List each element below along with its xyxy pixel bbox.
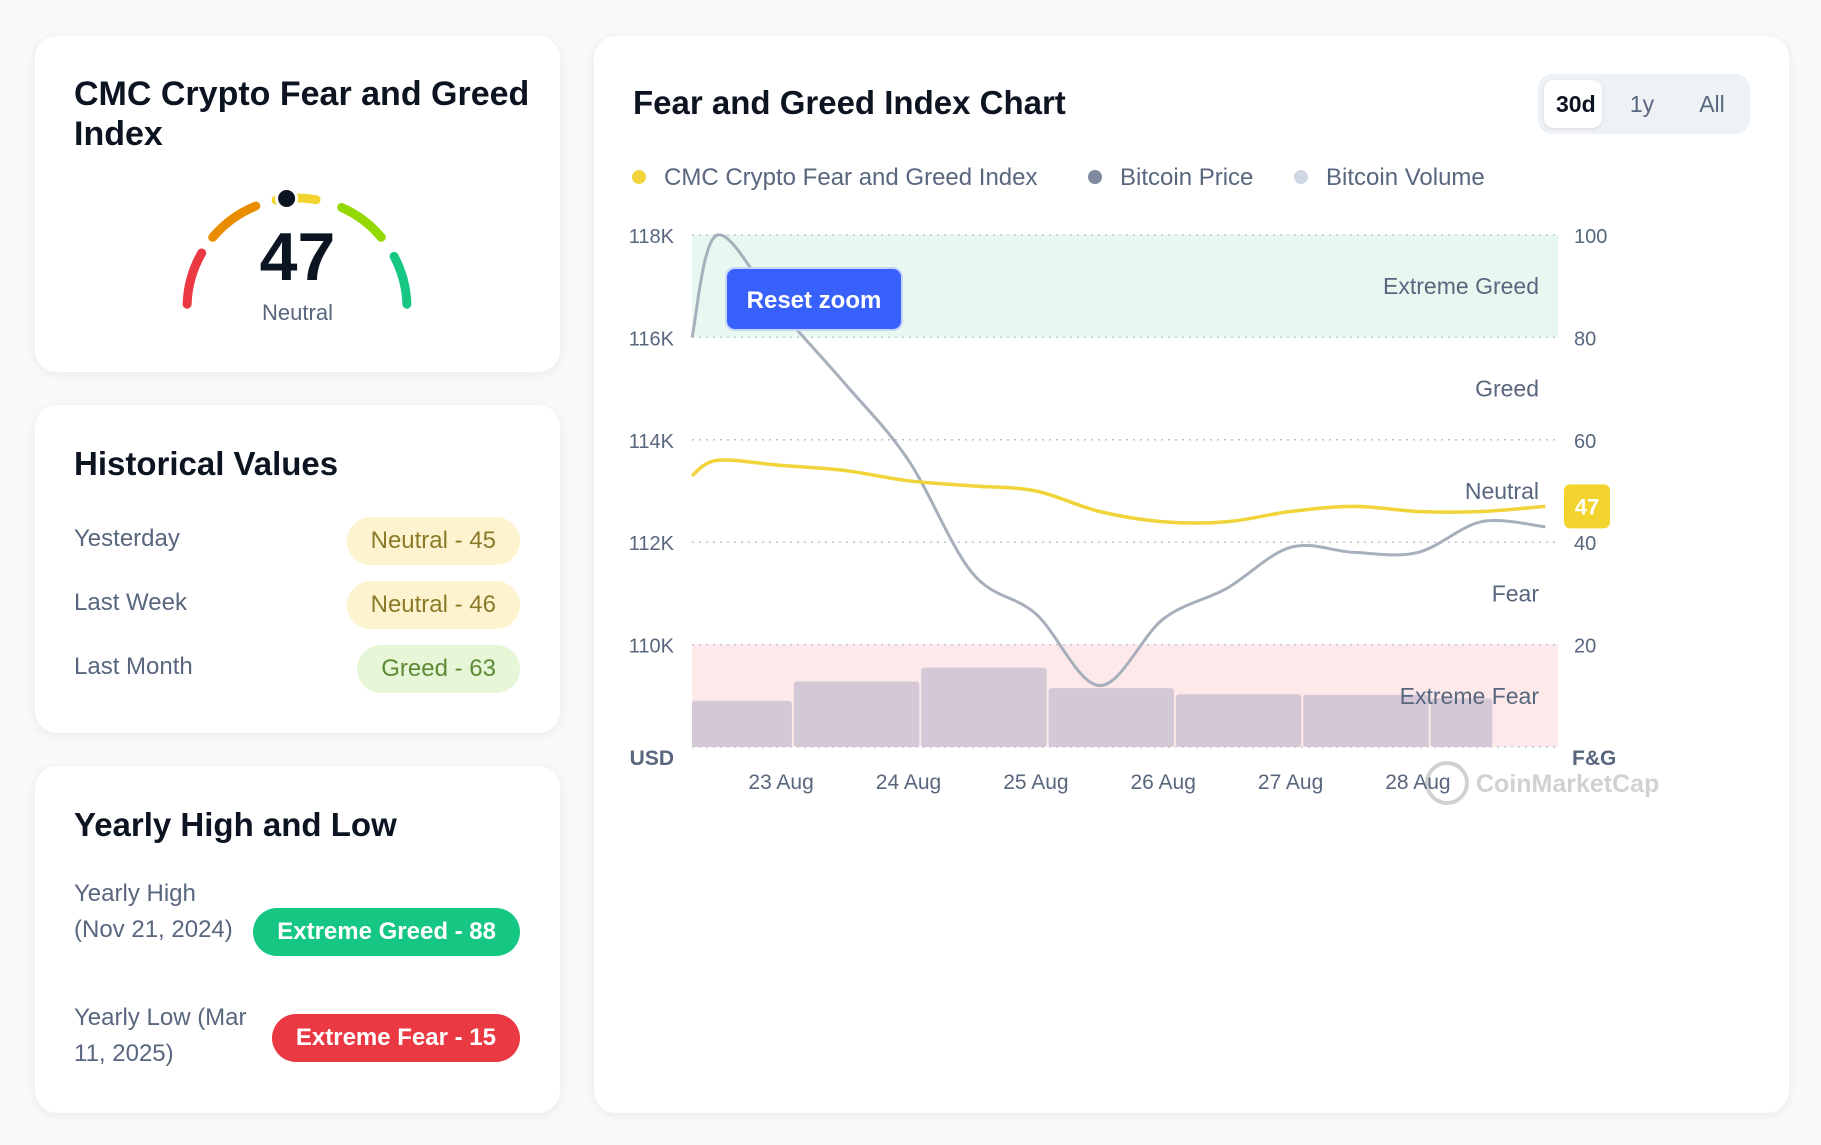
coinmarketcap-watermark: CoinMarketCap	[1425, 761, 1659, 805]
right-axis-tick: 100	[1574, 226, 1607, 248]
fear-greed-chart: Extreme Greed Greed Neutral Fear Extreme Fea…	[629, 226, 1659, 805]
reset-zoom-button[interactable]: Reset zoom	[725, 267, 903, 331]
gauge-segment-4	[337, 203, 386, 242]
range-1y-button[interactable]: 1y	[1629, 91, 1655, 117]
x-axis-tick: 27 Aug	[1258, 771, 1323, 794]
legend-dot-volume	[1294, 169, 1308, 184]
legend-label-index: CMC Crypto Fear and Greed Index	[664, 164, 1038, 191]
right-axis-label: F&G	[1572, 747, 1616, 770]
index-card-title: CMC Crypto Fear and Greed Index	[74, 75, 530, 153]
zone-label-extreme-greed: Extreme Greed	[1383, 273, 1539, 299]
legend-dot-index	[632, 169, 646, 184]
watermark-text: CoinMarketCap	[1476, 770, 1659, 798]
volume-bar	[921, 667, 1047, 747]
legend-label-volume: Bitcoin Volume	[1326, 164, 1485, 191]
right-axis-tick: 60	[1574, 431, 1596, 453]
time-range-selector: 30d 1y All	[1538, 74, 1750, 134]
current-value-badge: 47	[1564, 484, 1610, 529]
volume-bar	[1430, 698, 1493, 747]
historical-values-card: Historical Values Yesterday Neutral - 45…	[35, 405, 560, 733]
zone-label-fear: Fear	[1492, 580, 1540, 606]
reset-zoom-bg	[725, 267, 903, 331]
zone-label-extreme-fear: Extreme Fear	[1400, 683, 1540, 709]
range-all-button[interactable]: All	[1699, 91, 1725, 117]
fear-greed-gauge	[182, 187, 412, 309]
range-30d-button[interactable]: 30d	[1544, 80, 1602, 128]
x-axis-tick: 26 Aug	[1130, 771, 1195, 794]
legend-label-price: Bitcoin Price	[1120, 164, 1254, 191]
left-axis-tick: 114K	[629, 431, 675, 453]
yearly-high-low-card: Yearly High and Low Yearly High (Nov 21,…	[35, 766, 560, 1113]
yearly-high-label: Yearly High (Nov 21, 2024)	[74, 880, 233, 943]
right-axis-tick: 40	[1574, 533, 1596, 555]
volume-bar	[1048, 688, 1174, 747]
hist-badge-last-month: Greed - 63	[357, 645, 520, 693]
gauge-segment-1	[182, 248, 207, 309]
yearly-low-label: Yearly Low (Mar 11, 2025)	[74, 1004, 247, 1067]
zone-label-neutral: Neutral	[1465, 478, 1539, 504]
gauge-segment-5	[389, 251, 412, 309]
current-value-text: 47	[1575, 494, 1599, 519]
x-axis-tick: 28 Aug	[1385, 771, 1450, 794]
fear-greed-chart-card: Fear and Greed Index Chart 30d 1y All CM…	[594, 36, 1789, 1113]
legend-item-volume[interactable]: Bitcoin Volume	[1294, 164, 1485, 192]
watermark-logo-icon	[1425, 761, 1469, 805]
hist-label-yesterday: Yesterday	[74, 525, 180, 552]
left-axis-tick: 116K	[629, 328, 675, 350]
yearly-title: Yearly High and Low	[74, 806, 397, 843]
right-axis-tick: 80	[1574, 328, 1596, 350]
fear-greed-index-line	[690, 458, 1546, 525]
left-axis-tick: 110K	[629, 636, 675, 658]
legend-item-index[interactable]: CMC Crypto Fear and Greed Index	[632, 164, 1038, 192]
zone-label-greed: Greed	[1475, 376, 1539, 402]
historical-values-title: Historical Values	[74, 445, 339, 482]
volume-bar	[1175, 694, 1302, 747]
gauge-segment-2	[208, 201, 261, 242]
gauge-value: 47	[259, 219, 336, 295]
chart-title: Fear and Greed Index Chart	[633, 84, 1066, 121]
volume-bar	[1303, 694, 1429, 747]
yearly-high-badge: Extreme Greed - 88	[253, 908, 520, 956]
left-axis-label: USD	[630, 747, 674, 770]
x-axis-tick: 24 Aug	[876, 771, 941, 794]
gauge-label: Neutral	[262, 300, 333, 325]
x-axis-tick: 23 Aug	[748, 771, 813, 794]
volume-bar	[793, 681, 920, 747]
hist-label-last-month: Last Month	[74, 653, 193, 680]
volume-bar	[692, 700, 792, 747]
gauge-indicator	[275, 187, 299, 210]
hist-badge-yesterday: Neutral - 45	[346, 517, 520, 565]
reset-zoom-label: Reset zoom	[747, 287, 882, 314]
fear-greed-index-card: CMC Crypto Fear and Greed Index 47 Neutr…	[35, 36, 560, 372]
left-axis-tick: 118K	[629, 226, 675, 248]
right-axis-tick: 20	[1574, 636, 1596, 658]
legend-dot-price	[1088, 169, 1102, 184]
current-value-badge-bg	[1564, 484, 1610, 529]
legend-item-price[interactable]: Bitcoin Price	[1088, 164, 1253, 192]
yearly-low-badge: Extreme Fear - 15	[271, 1014, 520, 1062]
hist-label-last-week: Last Week	[74, 589, 187, 616]
x-axis-tick: 25 Aug	[1003, 771, 1068, 794]
hist-badge-last-week: Neutral - 46	[346, 581, 520, 629]
left-axis-tick: 112K	[629, 533, 675, 555]
